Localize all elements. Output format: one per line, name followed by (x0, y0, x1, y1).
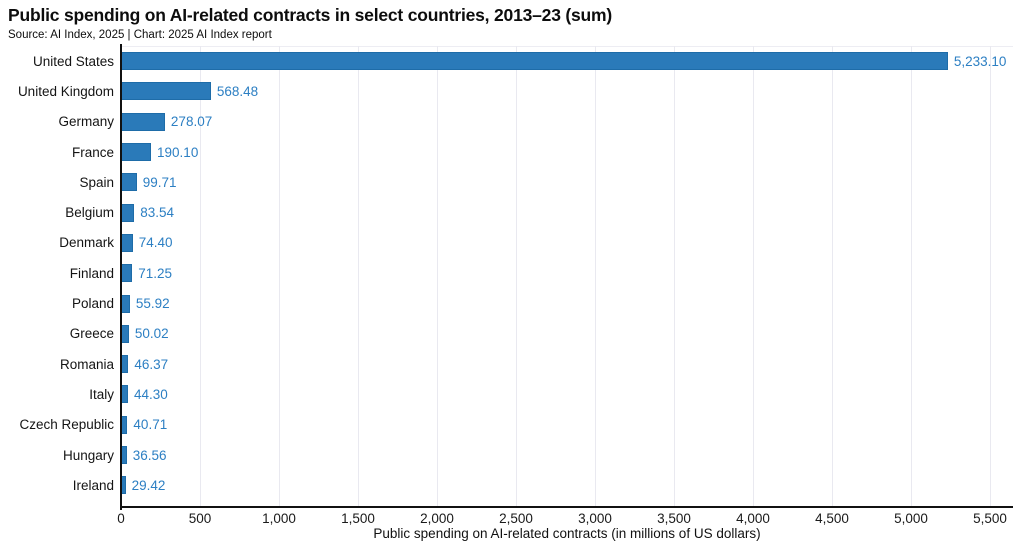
gridline (595, 46, 596, 506)
gridline (200, 46, 201, 506)
x-tick-label: 1,000 (262, 511, 296, 526)
page-title: Public spending on AI-related contracts … (8, 5, 613, 25)
x-tick-label: 4,500 (815, 511, 849, 526)
bar (121, 82, 211, 101)
x-tick-label: 0 (117, 511, 125, 526)
country-label: France (71, 144, 114, 160)
country-label: Finland (69, 265, 114, 281)
value-label: 71.25 (138, 265, 173, 281)
country-label: Denmark (59, 235, 114, 251)
gridline (279, 46, 280, 506)
value-label: 46.37 (134, 356, 169, 372)
value-label: 40.71 (133, 417, 168, 433)
value-label: 36.56 (132, 447, 167, 463)
value-label: 99.71 (142, 174, 177, 190)
bar (121, 112, 165, 131)
gridline (516, 46, 517, 506)
country-label: Greece (69, 326, 114, 342)
value-label: 83.54 (140, 205, 174, 221)
x-tick-label: 500 (188, 511, 212, 526)
bar (121, 203, 135, 222)
value-label: 278.07 (170, 114, 213, 130)
value-label: 50.02 (134, 326, 169, 342)
gridline (990, 46, 991, 506)
country-label: Germany (58, 114, 114, 130)
bar (121, 294, 130, 313)
bar (121, 52, 948, 71)
value-label: 74.40 (138, 235, 173, 251)
country-label: Italy (89, 386, 114, 402)
value-label: 568.48 (216, 83, 259, 99)
country-label: United States (32, 53, 114, 69)
x-tick-label: 1,500 (341, 511, 375, 526)
bar (121, 324, 129, 343)
value-label: 55.92 (135, 296, 170, 312)
gridline (674, 46, 675, 506)
x-axis-title: Public spending on AI-related contracts … (373, 526, 761, 541)
country-label: Belgium (65, 205, 114, 221)
x-axis-line (120, 506, 1013, 508)
gridline (832, 46, 833, 506)
bar (121, 355, 129, 374)
value-label: 5,233.10 (953, 53, 1007, 69)
x-tick-label: 2,500 (499, 511, 533, 526)
country-label: Poland (71, 296, 114, 312)
gridline-top (121, 46, 1013, 47)
x-tick-label: 5,000 (894, 511, 928, 526)
bar (121, 385, 128, 404)
x-tick-label: 2,000 (420, 511, 454, 526)
country-label: Hungary (62, 447, 114, 463)
value-label: 44.30 (133, 386, 168, 402)
x-tick-label: 3,500 (657, 511, 691, 526)
gridline (437, 46, 438, 506)
country-label: Ireland (72, 477, 114, 493)
country-label: Romania (59, 356, 114, 372)
gridline (753, 46, 754, 506)
gridline (911, 46, 912, 506)
gridline (358, 46, 359, 506)
chart-source: Source: AI Index, 2025 | Chart: 2025 AI … (8, 29, 272, 41)
bar (121, 233, 133, 252)
country-label: Spain (79, 174, 114, 190)
x-tick-label: 3,000 (578, 511, 612, 526)
bar (121, 173, 137, 192)
y-axis-line (120, 44, 122, 510)
bar (121, 143, 152, 162)
x-tick-label: 4,000 (736, 511, 770, 526)
value-label: 190.10 (157, 144, 199, 160)
country-label: Czech Republic (19, 417, 114, 433)
bar (121, 264, 133, 283)
value-label: 29.42 (131, 477, 166, 493)
x-tick-label: 5,500 (973, 511, 1007, 526)
country-label: United Kingdom (17, 83, 114, 99)
